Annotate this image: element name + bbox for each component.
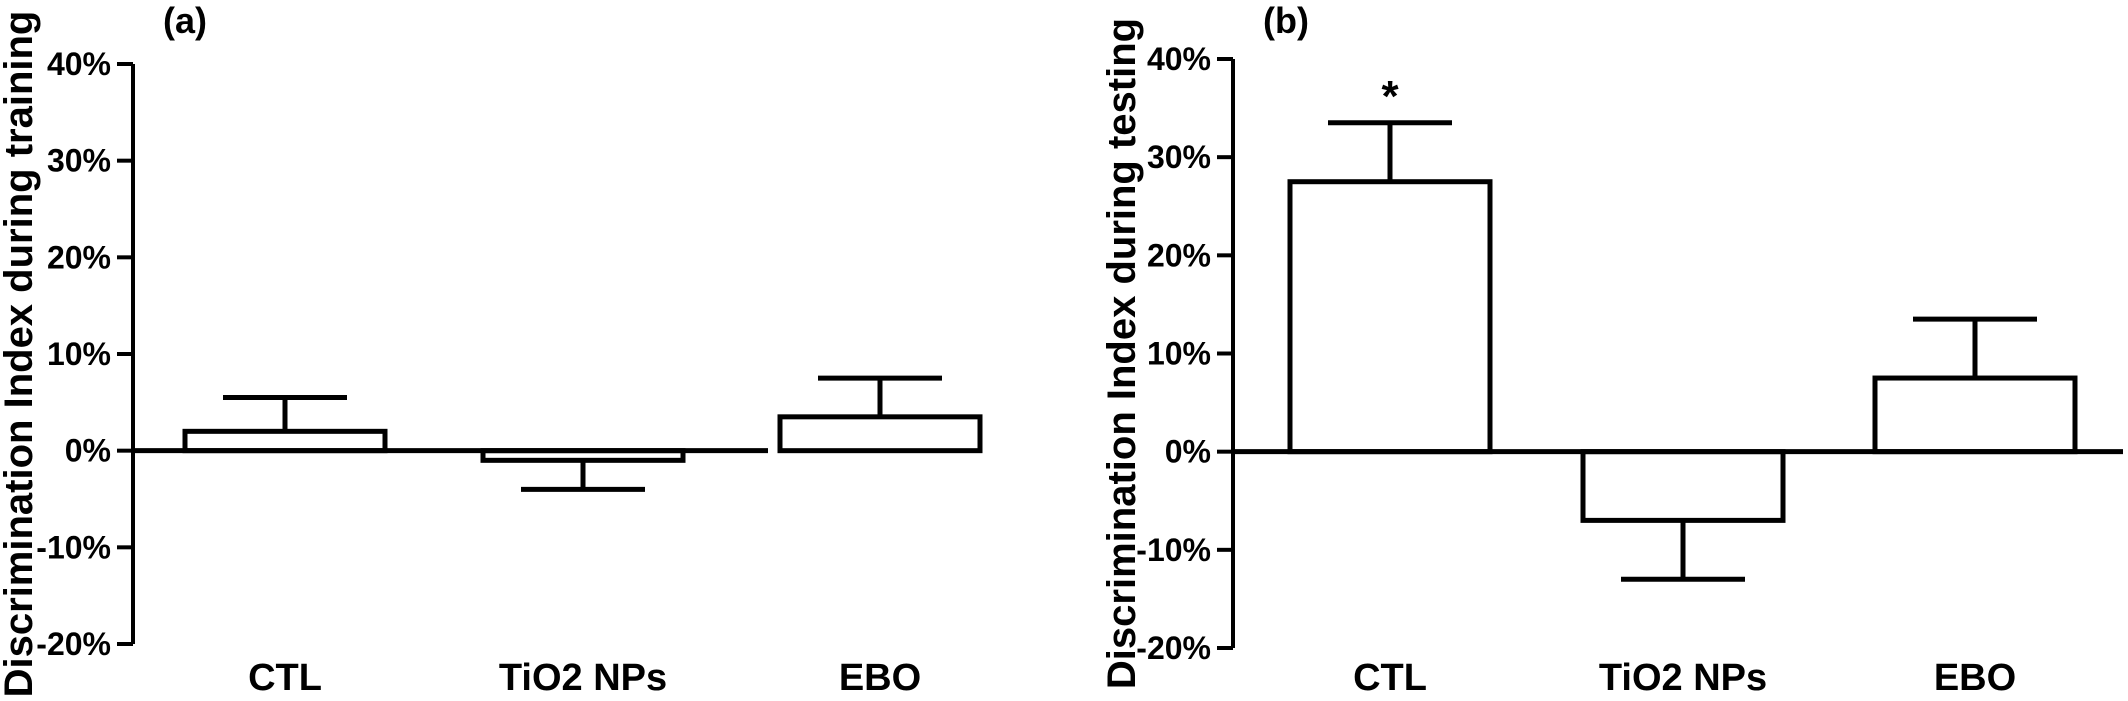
bar-ebo (777, 414, 983, 454)
significance-marker: * (1381, 72, 1399, 121)
y-tick-label: 20% (1147, 237, 1211, 273)
x-category-label: TiO2 NPs (1599, 657, 1767, 699)
y-tick-label: -10% (1136, 532, 1211, 568)
bar-ebo (1872, 375, 2078, 455)
x-category-label: TiO2 NPs (499, 657, 667, 699)
bar-ctl (182, 428, 388, 454)
y-tick-label: 0% (65, 433, 111, 469)
x-category-label: CTL (248, 657, 322, 699)
y-axis-title: Discrimination Index during testing (1100, 18, 1144, 689)
y-tick-label: 40% (1147, 41, 1211, 77)
y-tick-label: 10% (47, 336, 111, 372)
y-tick-label: 10% (1147, 336, 1211, 372)
y-tick-label: 20% (47, 239, 111, 275)
x-category-label: EBO (839, 657, 921, 699)
y-tick-label: 40% (47, 46, 111, 82)
chart-panel-a: (a) Discrimination Index during training 4… (0, 0, 983, 699)
y-tick-label: -20% (1136, 630, 1211, 666)
y-axis-title: Discrimination Index during training (0, 11, 41, 698)
chart-panel-b: (b) Discrimination Index during testing 40… (1100, 0, 2123, 699)
x-category-label: CTL (1353, 657, 1427, 699)
y-tick-label: -20% (36, 626, 111, 662)
y-tick-label: 30% (1147, 139, 1211, 175)
panel-label: (a) (163, 0, 207, 41)
bar-ctl (1287, 179, 1493, 455)
panel-label: (b) (1263, 0, 1309, 41)
y-tick-label: 30% (47, 143, 111, 179)
y-tick-label: -10% (36, 529, 111, 565)
y-tick-label: 0% (1165, 434, 1211, 470)
bar-tio2-nps (1580, 449, 1786, 523)
x-category-label: EBO (1934, 657, 2016, 699)
